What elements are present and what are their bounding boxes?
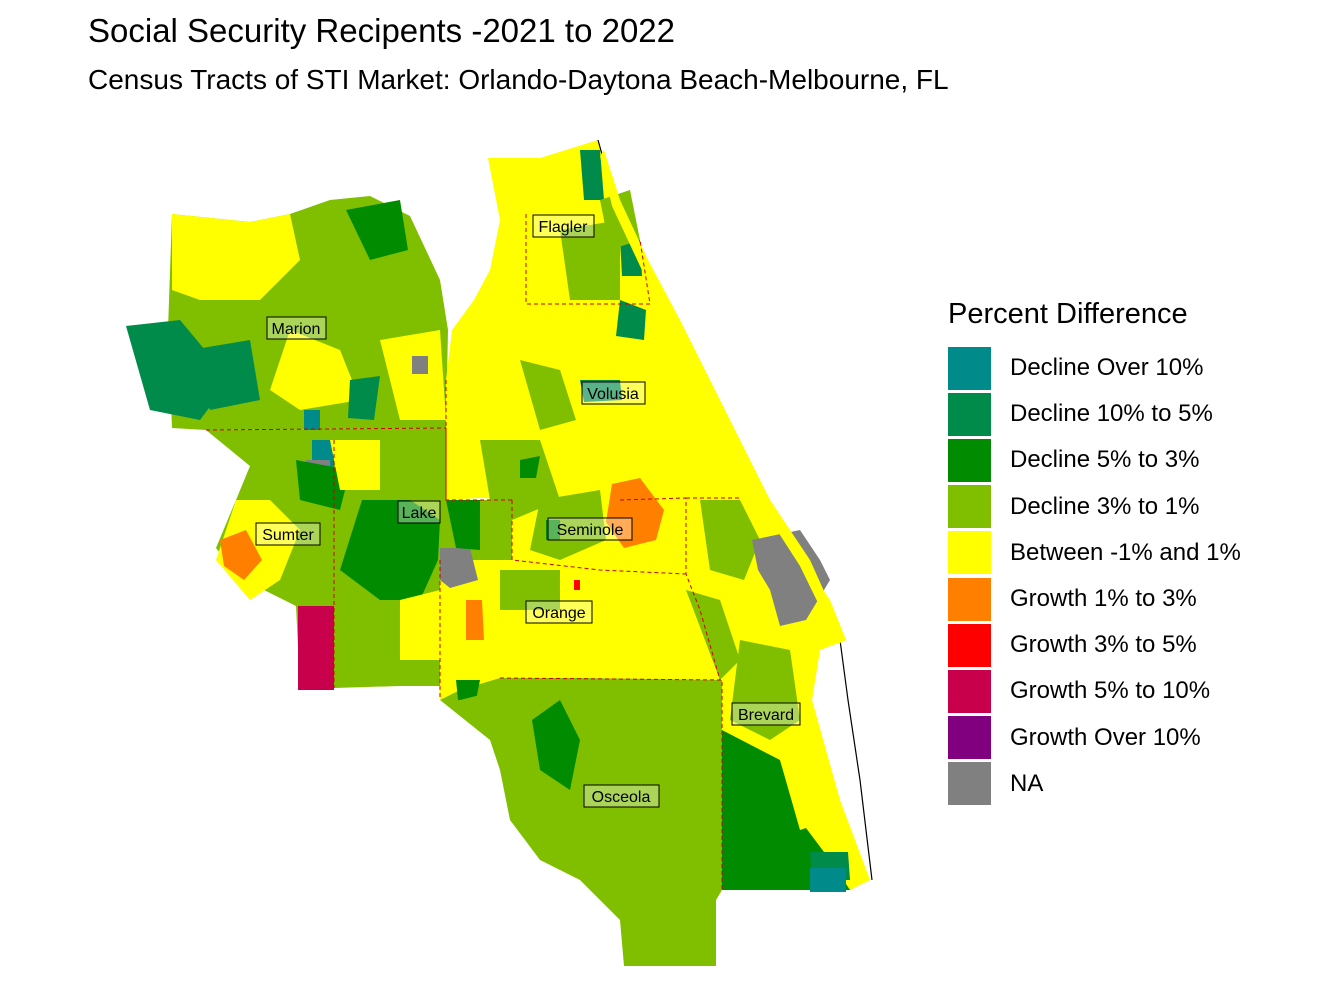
county-label-flagler: Flagler: [532, 214, 595, 238]
legend-item-decline-over-10: Decline Over 10%: [948, 345, 1241, 391]
legend-swatch: [948, 346, 991, 390]
legend-swatch: [948, 438, 991, 482]
county-label-seminole-text: Seminole: [557, 522, 624, 539]
region-osceola: [440, 678, 722, 966]
barrier-island: [600, 150, 846, 644]
map-title: Social Security Recipents -2021 to 2022: [88, 12, 676, 49]
legend-label: Growth 5% to 10%: [1010, 677, 1211, 705]
region-brevard-south: [722, 730, 850, 890]
county-label-brevard: Brevard: [731, 702, 801, 726]
county-label-osceola: Osceola: [583, 784, 660, 808]
legend-label: Decline 5% to 3%: [1010, 446, 1200, 474]
legend-label: Decline 3% to 1%: [1010, 492, 1200, 520]
legend-swatch: [948, 577, 991, 621]
region-volusia-flagler: [446, 140, 760, 500]
legend-item-na: NA: [948, 761, 1241, 807]
legend-item-decline-5-3: Decline 5% to 3%: [948, 437, 1241, 483]
county-label-seminole: Seminole: [547, 517, 633, 541]
county-label-volusia: Volusia: [581, 381, 646, 405]
legend-label: Growth 1% to 3%: [1010, 585, 1197, 613]
county-label-lake-text: Lake: [402, 505, 437, 522]
county-label-sumter: Sumter: [255, 522, 321, 546]
legend-item-growth-over-10: Growth Over 10%: [948, 715, 1241, 761]
legend-title: Percent Difference: [948, 298, 1188, 330]
legend-item-between: Between -1% and 1%: [948, 530, 1241, 576]
county-label-orange-text: Orange: [532, 605, 585, 622]
legend-item-growth-5-10: Growth 5% to 10%: [948, 668, 1241, 714]
county-borders: [205, 214, 740, 890]
legend-swatch: [948, 392, 991, 436]
county-label-lake: Lake: [397, 500, 441, 524]
county-label-orange: Orange: [525, 600, 593, 624]
legend-item-growth-1-3: Growth 1% to 3%: [948, 576, 1241, 622]
county-label-volusia-text: Volusia: [587, 386, 639, 403]
legend-items: Decline Over 10% Decline 10% to 5% Decli…: [948, 345, 1241, 807]
legend-label: Decline 10% to 5%: [1010, 400, 1213, 428]
legend-item-growth-3-5: Growth 3% to 5%: [948, 622, 1241, 668]
map-subtitle: Census Tracts of STI Market: Orlando-Day…: [88, 64, 949, 95]
legend-item-decline-10-5: Decline 10% to 5%: [948, 391, 1241, 437]
county-label-marion-text: Marion: [272, 321, 321, 338]
legend: Percent Difference Decline Over 10% Decl…: [948, 298, 1241, 807]
census-tract-map: Flagler Marion Volusia Lake Seminole Sum…: [126, 139, 873, 966]
legend-swatch: [948, 716, 991, 760]
tract-patches: [126, 150, 850, 892]
legend-label: Decline Over 10%: [1010, 354, 1204, 382]
county-label-flagler-text: Flagler: [539, 219, 589, 236]
legend-swatch: [948, 623, 991, 667]
legend-label: NA: [1010, 769, 1044, 797]
legend-item-decline-3-1: Decline 3% to 1%: [948, 484, 1241, 530]
legend-label: Growth Over 10%: [1010, 723, 1201, 751]
legend-swatch: [948, 531, 991, 575]
legend-swatch: [948, 485, 991, 529]
county-label-osceola-text: Osceola: [592, 789, 651, 806]
legend-label: Growth 3% to 5%: [1010, 631, 1197, 659]
region-sumter-growth: [298, 606, 334, 690]
county-label-marion: Marion: [266, 316, 327, 340]
legend-swatch: [948, 669, 991, 713]
county-label-sumter-text: Sumter: [262, 527, 314, 544]
county-label-brevard-text: Brevard: [738, 707, 794, 724]
legend-label: Between -1% and 1%: [1010, 538, 1241, 566]
legend-swatch: [948, 762, 991, 806]
